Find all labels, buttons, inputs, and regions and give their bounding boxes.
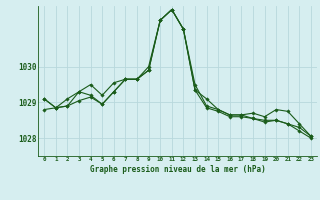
X-axis label: Graphe pression niveau de la mer (hPa): Graphe pression niveau de la mer (hPa) <box>90 165 266 174</box>
